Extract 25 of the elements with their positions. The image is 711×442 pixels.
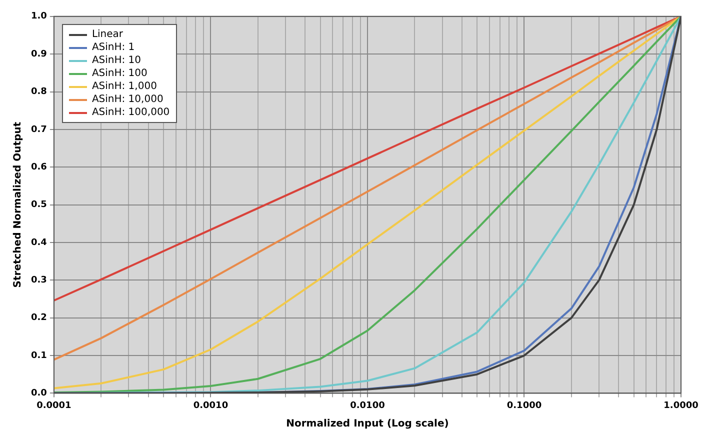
y-tick-label: 0.6 <box>30 162 47 172</box>
legend-label: Linear <box>92 28 124 42</box>
x-tick-label: 1.0000 <box>664 400 698 411</box>
x-tick-label: 0.1000 <box>506 400 542 411</box>
legend-label: ASinH: 1 <box>92 41 135 54</box>
x-tick-label: 0.0001 <box>36 400 72 411</box>
legend-label: ASinH: 10 <box>92 54 142 68</box>
x-tick-label: 0.0010 <box>193 400 228 411</box>
y-tick-label: 0.0 <box>30 388 47 399</box>
y-tick-label: 0.7 <box>30 124 47 135</box>
legend-label: ASinH: 1,000 <box>92 80 157 94</box>
x-axis-title: Normalized Input (Log scale) <box>286 418 449 430</box>
y-tick-label: 0.2 <box>30 313 47 324</box>
y-tick-label: 0.5 <box>30 200 47 210</box>
y-axis-title: Stretched Normalized Output <box>12 122 24 288</box>
legend-label: ASinH: 10,000 <box>92 93 164 106</box>
y-tick-label: 0.9 <box>30 49 47 60</box>
x-tick-label: 0.0100 <box>350 400 385 411</box>
y-tick-label: 0.4 <box>30 238 47 248</box>
y-tick-label: 0.8 <box>30 87 47 98</box>
y-tick-label: 1.0 <box>30 12 47 22</box>
y-tick-label: 0.1 <box>30 350 47 361</box>
legend-label: ASinH: 100,000 <box>92 106 170 120</box>
y-tick-label: 0.3 <box>30 276 47 286</box>
legend-label: ASinH: 100 <box>92 67 148 80</box>
